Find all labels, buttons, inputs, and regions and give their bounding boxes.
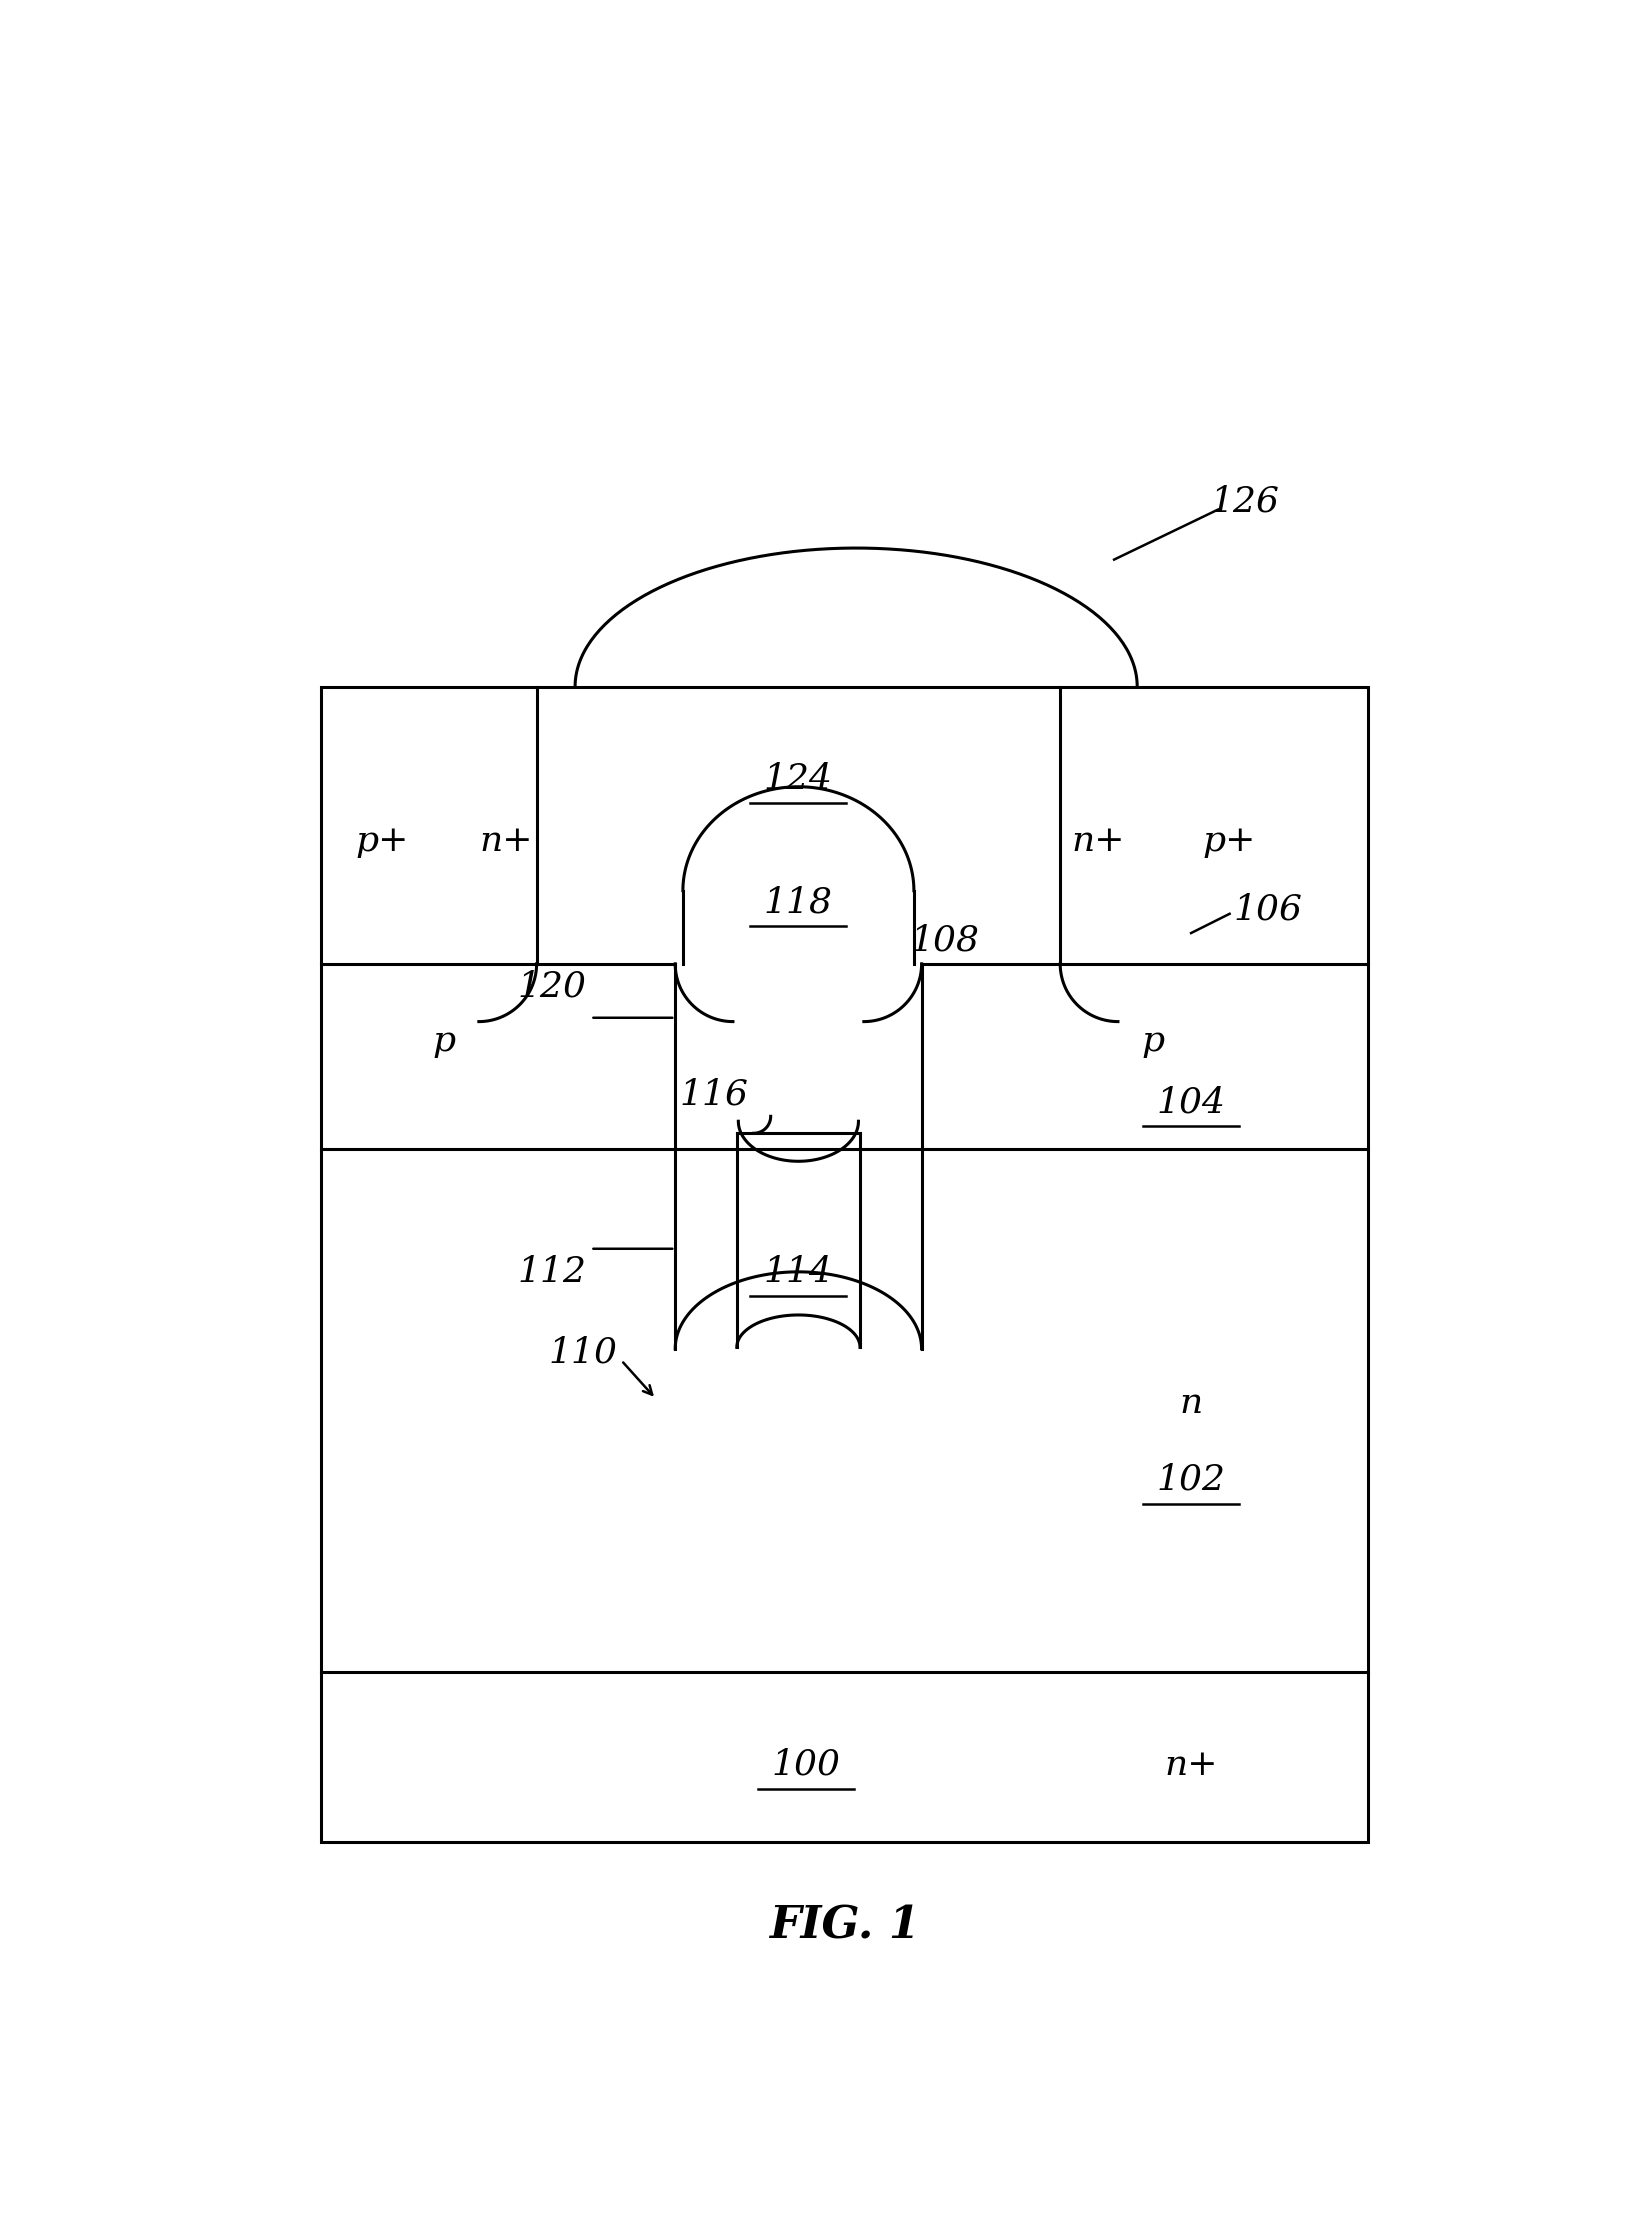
Text: 118: 118 (765, 886, 832, 919)
Text: p: p (433, 1024, 456, 1057)
Text: FIG. 1: FIG. 1 (770, 1905, 920, 1947)
Text: 116: 116 (679, 1077, 748, 1112)
Text: 104: 104 (1157, 1086, 1226, 1119)
Text: p: p (1140, 1024, 1163, 1057)
Text: 106: 106 (1234, 892, 1302, 928)
Text: 114: 114 (765, 1255, 832, 1288)
Text: n+: n+ (480, 823, 532, 857)
Text: n+: n+ (1165, 1747, 1218, 1782)
Text: 102: 102 (1157, 1462, 1226, 1497)
Text: n: n (1180, 1386, 1203, 1420)
Text: 110: 110 (549, 1335, 618, 1371)
Text: 108: 108 (910, 923, 979, 957)
Text: 120: 120 (517, 970, 587, 1003)
Text: p+: p+ (1203, 823, 1256, 857)
Text: 112: 112 (517, 1255, 587, 1288)
Text: 126: 126 (1211, 485, 1279, 518)
Text: n+: n+ (1071, 823, 1126, 857)
Text: p+: p+ (356, 823, 409, 857)
Text: 124: 124 (765, 761, 832, 797)
Text: 100: 100 (771, 1747, 840, 1782)
Bar (321, 688, 1368, 1842)
